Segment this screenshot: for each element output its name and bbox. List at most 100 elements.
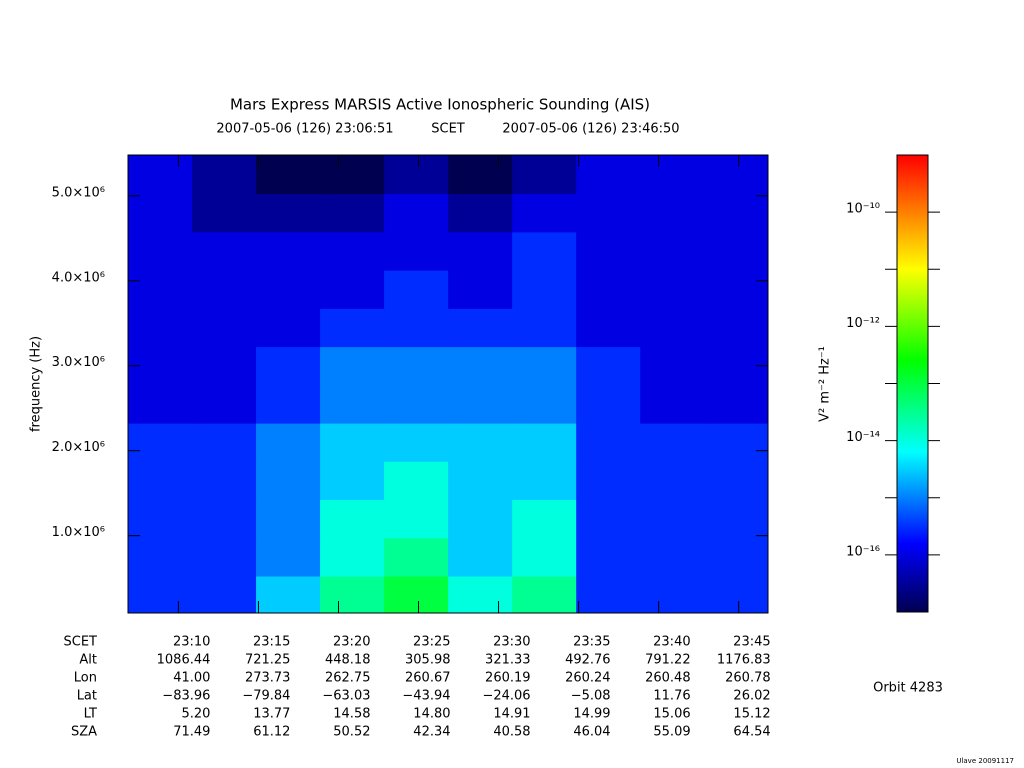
spectrogram-cell xyxy=(576,193,641,233)
spectrogram-cell xyxy=(192,231,257,271)
spectrogram-cell xyxy=(448,576,513,614)
spectrogram-cell xyxy=(320,384,385,424)
spectrogram-cell xyxy=(128,231,193,271)
spectrogram-cell xyxy=(448,193,513,233)
x-tick-label: 23:15 xyxy=(253,635,290,650)
ephemeris-value: 42.34 xyxy=(413,725,450,740)
spectrogram-cell xyxy=(384,384,449,424)
spectrogram-cell xyxy=(512,499,577,539)
row-label: LT xyxy=(84,707,97,722)
spectrogram-cell xyxy=(320,346,385,386)
ephemeris-value: 1086.44 xyxy=(157,653,211,668)
spectrogram-cell xyxy=(704,499,769,539)
y-tick-label: 1.0×10⁶ xyxy=(52,525,105,540)
spectrogram-cell xyxy=(128,308,193,348)
spectrogram-cell xyxy=(256,193,321,233)
spectrogram-cell xyxy=(640,537,705,577)
spectrogram-cell xyxy=(448,155,513,195)
spectrogram-cell xyxy=(640,423,705,462)
footer: Ulave 20091117 xyxy=(956,757,1014,765)
ephemeris-value: 260.67 xyxy=(405,671,451,686)
spectrogram-cell xyxy=(384,461,449,501)
ephemeris-value: 321.33 xyxy=(485,653,531,668)
spectrogram-cell xyxy=(256,461,321,501)
y-axis-label: frequency (Hz) xyxy=(29,336,44,432)
spectrogram-cell xyxy=(576,461,641,501)
spectrogram-cell xyxy=(512,537,577,577)
spectrogram-cell xyxy=(512,346,577,386)
spectrogram-cell xyxy=(704,308,769,348)
spectrogram-cell xyxy=(256,423,321,462)
ephemeris-value: 11.76 xyxy=(653,689,690,704)
row-label: Lat xyxy=(77,689,97,704)
spectrogram-cell xyxy=(576,537,641,577)
colorbar-label: V² m⁻² Hz⁻¹ xyxy=(818,346,833,422)
spectrogram-cell xyxy=(448,231,513,271)
spectrogram-cell xyxy=(128,576,193,614)
spectrogram-cell xyxy=(448,537,513,577)
spectrogram-cell xyxy=(704,155,769,195)
ephemeris-value: 721.25 xyxy=(245,653,291,668)
spectrogram-cell xyxy=(512,461,577,501)
row-label: Alt xyxy=(79,653,97,668)
spectrogram-cell xyxy=(640,270,705,309)
spectrogram-cell xyxy=(192,270,257,309)
spectrogram-cell xyxy=(256,270,321,309)
ephemeris-value: 61.12 xyxy=(253,725,290,740)
spectrogram-cell xyxy=(192,308,257,348)
ephemeris-value: −5.08 xyxy=(571,689,611,704)
colorbar-tick-label: 10⁻¹⁰ xyxy=(846,202,880,217)
spectrogram-cell xyxy=(704,576,769,614)
ephemeris-value: 13.77 xyxy=(253,707,290,722)
spectrogram-cell xyxy=(640,193,705,233)
spectrogram-cell xyxy=(448,346,513,386)
spectrogram-cell xyxy=(512,231,577,271)
spectrogram-cell xyxy=(384,270,449,309)
spectrogram-cell xyxy=(512,423,577,462)
spectrogram-cell xyxy=(256,499,321,539)
ephemeris-value: 15.06 xyxy=(653,707,690,722)
x-tick-label: 23:45 xyxy=(733,635,770,650)
ephemeris-value: 273.73 xyxy=(245,671,291,686)
spectrogram-cell xyxy=(448,270,513,309)
spectrogram-cell xyxy=(192,537,257,577)
row-label: SZA xyxy=(71,725,97,740)
spectrogram-cell xyxy=(384,576,449,614)
spectrogram-cell xyxy=(384,193,449,233)
x-tick-label: 23:30 xyxy=(493,635,530,650)
spectrogram-cell xyxy=(640,576,705,614)
x-tick-label: 23:10 xyxy=(173,635,210,650)
y-tick-label: 4.0×10⁶ xyxy=(52,270,105,285)
spectrogram-cell xyxy=(576,270,641,309)
spectrogram-cell xyxy=(128,155,193,195)
spectrogram-cell xyxy=(192,461,257,501)
ephemeris-value: 50.52 xyxy=(333,725,370,740)
spectrogram-cell xyxy=(512,155,577,195)
spectrogram-cell xyxy=(256,537,321,577)
spectrogram-cell xyxy=(192,384,257,424)
spectrogram-cell xyxy=(640,155,705,195)
spectrogram-cell xyxy=(640,384,705,424)
spectrogram-cell xyxy=(640,346,705,386)
ephemeris-value: −24.06 xyxy=(482,689,530,704)
y-tick-label: 3.0×10⁶ xyxy=(52,355,105,370)
ephemeris-value: 64.54 xyxy=(733,725,770,740)
spectrogram-cell xyxy=(704,231,769,271)
chart-title: Mars Express MARSIS Active Ionospheric S… xyxy=(230,96,650,114)
ephemeris-value: 46.04 xyxy=(573,725,610,740)
spectrogram-cell xyxy=(128,423,193,462)
spectrogram-cell xyxy=(320,155,385,195)
spectrogram-cell xyxy=(704,384,769,424)
spectrogram-cell xyxy=(576,499,641,539)
spectrogram-cell xyxy=(576,231,641,271)
colorbar xyxy=(896,154,929,613)
spectrogram-cell xyxy=(256,576,321,614)
spectrogram-cell xyxy=(704,461,769,501)
y-tick-label: 5.0×10⁶ xyxy=(52,185,105,200)
spectrogram-cell xyxy=(384,423,449,462)
spectrogram-cell xyxy=(384,308,449,348)
spectrogram-cell xyxy=(512,270,577,309)
spectrogram-cell xyxy=(128,537,193,577)
spectrogram-cell xyxy=(192,576,257,614)
spectrogram-cell xyxy=(320,231,385,271)
